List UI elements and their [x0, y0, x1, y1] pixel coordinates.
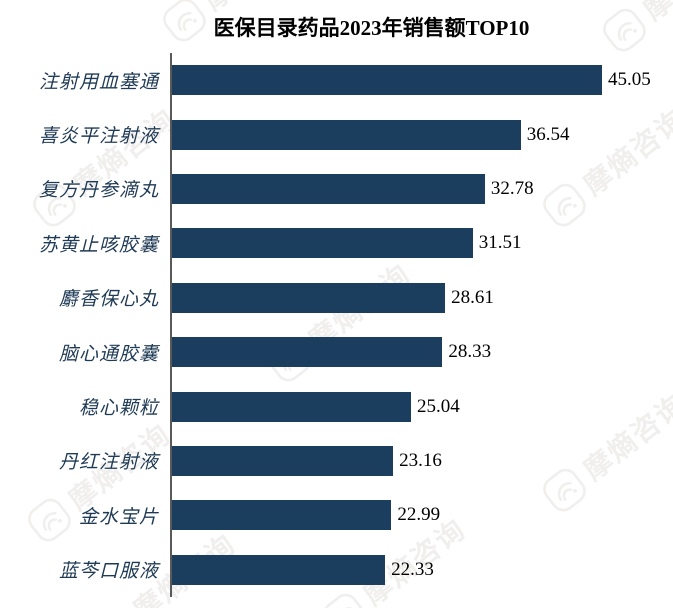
bar-row: 金水宝片 22.99 [0, 488, 673, 543]
category-label: 稳心颗粒 [78, 398, 159, 420]
category-label: 金水宝片 [78, 506, 159, 528]
chart-title: 医保目录药品2023年销售额TOP10 [213, 16, 530, 40]
plot-area: 25.04 [170, 379, 673, 434]
bar-row: 苏黄止咳胶囊 31.51 [0, 216, 673, 271]
plot-area: 31.51 [170, 216, 673, 271]
category-label: 注射用血塞通 [38, 71, 159, 93]
bar [172, 500, 392, 531]
value-label: 28.61 [451, 286, 494, 308]
plot-area: 28.33 [170, 324, 673, 380]
value-label: 22.99 [397, 504, 441, 526]
bar-row: 注射用血塞通 45.05 [0, 53, 673, 108]
bar [172, 554, 386, 585]
value-label: 45.05 [608, 69, 651, 91]
plot-area: 32.78 [170, 161, 673, 217]
bar [172, 445, 394, 476]
plot-area: 22.99 [170, 488, 673, 543]
bar-row: 蓝芩口服液 22.33 [0, 542, 673, 597]
bar [172, 391, 411, 422]
category-label: 丹红注射液 [58, 452, 159, 474]
value-label: 23.16 [399, 449, 442, 471]
value-label: 32.78 [490, 177, 534, 199]
bar-chart: 注射用血塞通 45.05 喜炎平注射液 36.54 复方丹参滴丸 32.78 苏黄止咳胶囊 3… [0, 53, 673, 597]
watermark-logo-icon [85, 601, 144, 608]
bar-row: 麝香保心丸 28.61 [0, 270, 673, 325]
bar [172, 228, 473, 259]
plot-area: 36.54 [170, 107, 673, 162]
plot-area: 28.61 [170, 270, 673, 325]
value-label: 28.33 [448, 341, 492, 363]
value-label: 31.51 [478, 232, 522, 254]
bar-row: 丹红注射液 23.16 [0, 433, 673, 489]
bar [172, 119, 521, 150]
plot-area: 45.05 [170, 53, 673, 108]
category-label: 复方丹参滴丸 [38, 180, 159, 202]
bar [172, 173, 485, 204]
category-label: 脑心通胶囊 [58, 343, 159, 365]
category-label: 麝香保心丸 [58, 289, 159, 311]
category-label: 苏黄止咳胶囊 [38, 234, 159, 256]
bar-row: 喜炎平注射液 36.54 [0, 107, 673, 162]
bar-row: 复方丹参滴丸 32.78 [0, 161, 673, 217]
category-label: 喜炎平注射液 [38, 126, 159, 148]
plot-area: 22.33 [170, 542, 673, 597]
bar [172, 65, 602, 96]
bar [172, 282, 446, 313]
category-label: 蓝芩口服液 [58, 561, 159, 583]
bar [172, 337, 443, 368]
bar-row: 稳心颗粒 25.04 [0, 379, 673, 434]
value-label: 22.33 [391, 558, 434, 580]
plot-area: 23.16 [170, 433, 673, 489]
value-label: 36.54 [526, 123, 570, 145]
value-label: 25.04 [417, 395, 460, 417]
bar-row: 脑心通胶囊 28.33 [0, 324, 673, 380]
